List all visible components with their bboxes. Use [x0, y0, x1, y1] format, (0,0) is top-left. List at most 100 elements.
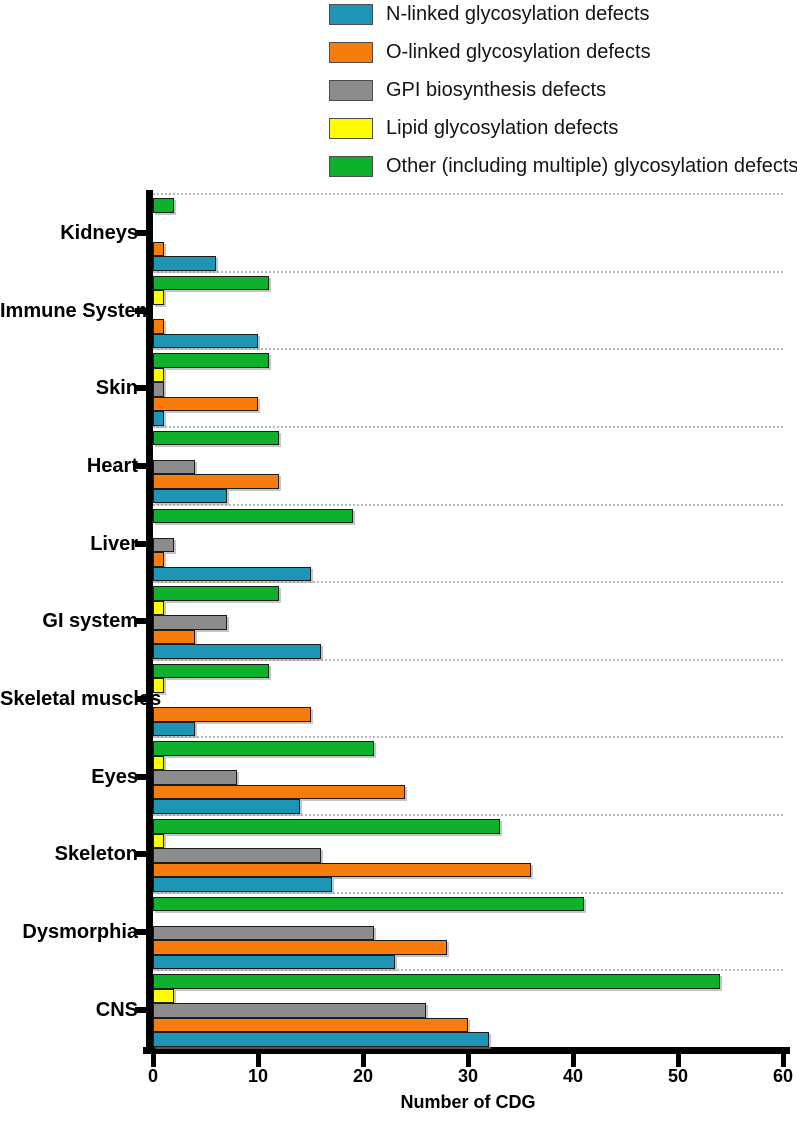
category-tick [135, 851, 153, 858]
bar [153, 241, 164, 256]
x-tick [675, 1054, 681, 1067]
gridline [153, 736, 783, 739]
bar [153, 678, 164, 693]
bar [153, 755, 164, 771]
category-tick [135, 307, 153, 314]
category-tick [135, 540, 153, 547]
bar [153, 862, 531, 878]
bar [153, 741, 374, 756]
bar [153, 877, 332, 892]
category-label: Kidneys [60, 222, 138, 245]
x-axis-line [143, 1047, 790, 1054]
x-tick-label: 30 [457, 1066, 479, 1086]
bar [153, 333, 258, 349]
bar [153, 940, 447, 955]
bar [153, 353, 269, 368]
bar [153, 988, 174, 1004]
bar [153, 721, 195, 737]
bar [153, 663, 269, 679]
bar [153, 256, 216, 271]
legend-label: N-linked glycosylation defects [386, 3, 650, 25]
bar [153, 925, 374, 941]
category-label: Eyes [91, 765, 138, 788]
bar [153, 459, 195, 475]
bar [153, 784, 405, 800]
bar [153, 474, 279, 489]
bar [153, 799, 300, 814]
x-tick [570, 1054, 576, 1067]
legend-swatch [329, 118, 373, 139]
x-tick-label: 40 [562, 1066, 584, 1086]
gridline [153, 193, 783, 195]
gridline [153, 814, 783, 817]
category-label: Skeletal muscles [0, 688, 162, 711]
bar [153, 644, 321, 659]
bar [153, 954, 395, 970]
gridline [153, 425, 783, 428]
x-tick [780, 1054, 786, 1067]
legend-label: Lipid glycosylation defects [386, 117, 619, 139]
category-label: CNS [95, 998, 138, 1021]
bar [153, 290, 164, 305]
x-axis-title: Number of CDG [400, 1092, 536, 1112]
gridline [153, 969, 783, 972]
gridline [153, 891, 783, 894]
bar [153, 707, 311, 722]
x-tick [150, 1054, 156, 1067]
x-tick-label: 10 [247, 1066, 269, 1086]
bar [153, 566, 311, 582]
bar [153, 382, 164, 397]
gridline [153, 348, 783, 351]
category-label: Skin [95, 377, 138, 400]
legend-swatch [329, 42, 373, 63]
category-tick [135, 230, 153, 237]
bar [153, 615, 227, 630]
bar [153, 430, 279, 446]
bar [153, 1017, 468, 1033]
bar [153, 537, 174, 553]
gridline [153, 270, 783, 273]
category-tick [135, 773, 153, 780]
category-label: Heart [86, 455, 138, 478]
category-tick [135, 696, 153, 703]
bar [153, 508, 353, 524]
legend: N-linked glycosylation defects O-linked g… [0, 0, 797, 185]
x-tick [255, 1054, 261, 1067]
category-label: Skeleton [54, 843, 138, 866]
bar [153, 488, 227, 504]
bar [153, 896, 584, 912]
category-label: Liver [90, 532, 138, 555]
x-tick-label: 60 [772, 1066, 794, 1086]
bar [153, 586, 279, 601]
bar [153, 275, 269, 291]
category-tick [135, 385, 153, 392]
category-label: GI system [42, 610, 138, 633]
bar [153, 770, 237, 785]
category-tick [135, 1006, 153, 1013]
bar [153, 833, 164, 849]
legend-label: O-linked glycosylation defects [386, 41, 651, 63]
bar [153, 600, 164, 616]
legend-swatch [329, 4, 373, 25]
bar [153, 819, 500, 834]
bar [153, 367, 164, 383]
bar [153, 1003, 426, 1018]
bar [153, 552, 164, 567]
category-tick [135, 463, 153, 470]
bar [153, 411, 164, 426]
x-tick [465, 1054, 471, 1067]
gridline [153, 581, 783, 584]
category-label: Immune System [0, 299, 154, 322]
legend-label: Other (including multiple) glycosylation… [386, 155, 797, 177]
x-tick-label: 0 [147, 1066, 158, 1086]
bar [153, 629, 195, 645]
bar [153, 319, 164, 334]
legend-label: GPI biosynthesis defects [386, 79, 607, 101]
bar [153, 396, 258, 412]
bar [153, 1032, 489, 1047]
x-tick-label: 20 [352, 1066, 374, 1086]
legend-swatch [329, 80, 373, 101]
gridline [153, 503, 783, 506]
gridline [153, 658, 783, 661]
